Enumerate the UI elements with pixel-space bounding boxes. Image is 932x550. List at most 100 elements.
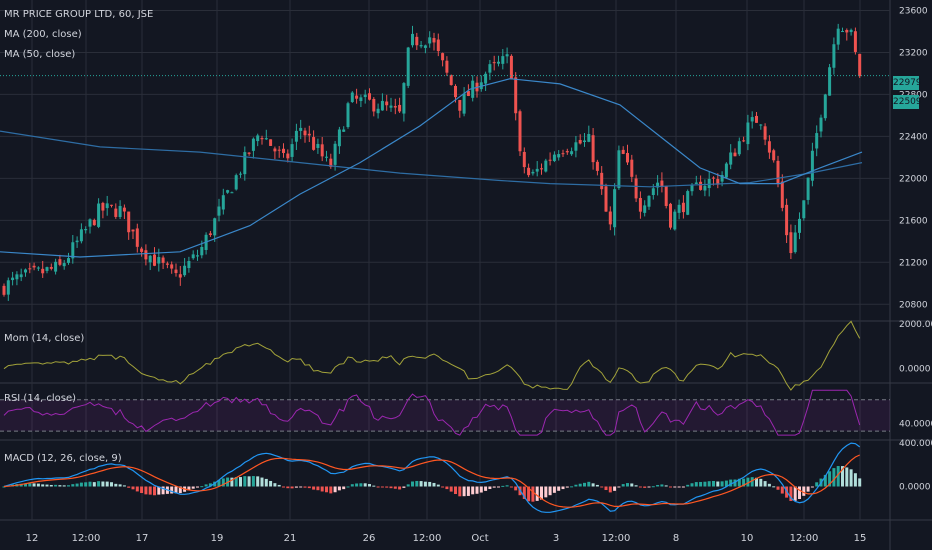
rsi-tick-label: 40.0000 (899, 419, 932, 429)
candle-body (6, 280, 10, 295)
macd-histogram-bar (712, 480, 715, 487)
macd-histogram-bar (178, 486, 182, 494)
macd-histogram-bar (707, 481, 711, 487)
macd-histogram-bar (148, 486, 152, 495)
candle-body (363, 94, 367, 98)
macd-histogram-bar (445, 486, 449, 490)
macd-histogram-bar (604, 486, 608, 491)
candle-body (755, 115, 758, 123)
candle-body (454, 85, 457, 98)
macd-histogram-bar (380, 486, 384, 488)
candle-body (823, 94, 827, 119)
candle-body (36, 267, 40, 269)
macd-histogram-bar (45, 484, 49, 487)
macd-histogram-bar (79, 482, 83, 487)
macd-histogram-bar (54, 484, 58, 487)
candle-body (286, 153, 290, 159)
macd-histogram-bar (570, 486, 574, 488)
mom-legend[interactable]: Mom (14, close) (4, 333, 85, 344)
macd-histogram-bar (67, 485, 70, 487)
candle-body (325, 156, 328, 158)
ma50-legend[interactable]: MA (50, close) (4, 49, 76, 60)
candle-body (574, 142, 578, 151)
time-tick-label: Oct (471, 533, 488, 544)
macd-histogram-bar (105, 481, 109, 487)
candle-body (845, 30, 849, 33)
candle-body (122, 207, 126, 212)
macd-histogram-bar (849, 469, 853, 487)
candle-body (41, 268, 45, 274)
macd-histogram-bar (320, 486, 324, 492)
time-tick-label: 8 (673, 533, 679, 544)
candle-body (294, 130, 298, 142)
candle-body (531, 171, 535, 174)
macd-histogram-bar (75, 483, 79, 487)
macd-histogram-bar (763, 481, 767, 487)
candle-body (522, 151, 526, 168)
mom-line (3, 320, 861, 391)
price-pane[interactable] (0, 23, 890, 301)
macd-histogram-bar (2, 486, 6, 488)
candle-body (28, 268, 32, 270)
candle-body (527, 167, 531, 176)
candle-body (552, 154, 556, 162)
macd-histogram-bar (363, 483, 367, 487)
macd-histogram-bar (208, 483, 212, 487)
price-tick-label: 20800 (899, 300, 928, 310)
macd-histogram-bar (415, 480, 419, 487)
macd-histogram-bar (454, 486, 457, 495)
macd-histogram-bar (484, 486, 488, 491)
macd-histogram-bar (204, 484, 208, 487)
candle-body (595, 161, 599, 171)
candle-body (561, 153, 565, 155)
macd-histogram-bar (565, 486, 569, 488)
macd-histogram-bar (398, 486, 402, 490)
macd-histogram-bar (462, 486, 466, 497)
macd-histogram-bar (118, 484, 122, 487)
candle-body (62, 263, 66, 267)
candle-body (88, 219, 92, 227)
candle-body (282, 148, 285, 153)
macd-histogram-bar (41, 484, 45, 487)
macd-histogram-bar (419, 481, 423, 487)
macd-histogram-bar (114, 483, 118, 487)
candle-body (789, 232, 793, 254)
candle-body (191, 254, 195, 259)
macd-histogram-bar (742, 478, 746, 487)
macd-histogram-bar (759, 478, 763, 487)
macd-histogram-bar (307, 486, 311, 489)
rsi-pane[interactable] (0, 389, 890, 436)
candle-body (583, 140, 586, 142)
macd-histogram-bar (294, 486, 298, 488)
macd-histogram-bar (277, 484, 281, 487)
momentum-pane[interactable] (3, 320, 861, 391)
candle-body (441, 53, 445, 61)
macd-histogram-bar (853, 473, 857, 487)
symbol-title: MR PRICE GROUP LTD, 60, JSE (4, 9, 154, 20)
time-tick-label: 12:00 (413, 533, 442, 544)
macd-histogram-bar (92, 482, 96, 487)
candle-body (720, 174, 724, 182)
candle-body (449, 75, 453, 86)
macd-pane[interactable] (2, 442, 862, 513)
candle-body (514, 77, 518, 114)
macd-histogram-bar (170, 486, 174, 494)
candle-body (724, 163, 728, 178)
candle-body (733, 152, 737, 157)
candle-body (101, 202, 105, 211)
candle-body (273, 148, 277, 152)
macd-histogram-bar (746, 477, 750, 487)
candle-body (234, 175, 238, 190)
candle-body (337, 129, 341, 147)
ma200-legend[interactable]: MA (200, close) (4, 29, 82, 40)
candle-body (256, 135, 260, 142)
macd-legend[interactable]: MACD (12, 26, close, 9) (4, 453, 122, 464)
candle-body (518, 111, 522, 152)
macd-histogram-bar (428, 481, 432, 487)
candle-body (694, 182, 698, 184)
rsi-legend[interactable]: RSI (14, close) (4, 393, 77, 404)
candle-body (776, 160, 780, 184)
macd-histogram-bar (36, 483, 40, 487)
candle-body (221, 195, 225, 210)
